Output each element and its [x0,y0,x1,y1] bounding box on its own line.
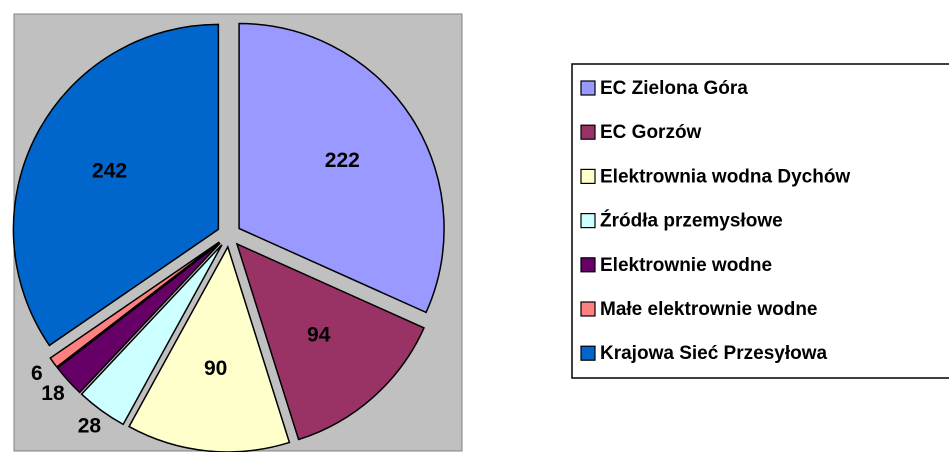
legend-label: Elektrownie wodne [600,255,772,276]
legend-swatch [580,80,596,96]
legend-label: EC Zielona Góra [600,78,748,99]
data-label: 18 [41,382,65,405]
pie-slice [12,23,220,347]
legend-swatch [580,345,596,361]
data-label: 94 [307,323,331,346]
legend-label: Krajowa Sieć Przesyłowa [600,343,827,364]
data-label: 6 [31,362,43,385]
legend-swatch [580,124,596,140]
data-label: 222 [325,149,360,172]
data-label: 90 [204,357,227,380]
legend [571,63,949,379]
legend-swatch [580,301,596,317]
data-label: 242 [92,160,127,183]
pie-slice [238,22,445,314]
legend-swatch [580,257,596,273]
pie-slice [49,241,220,369]
legend-swatch [580,168,596,184]
legend-swatch [580,213,596,229]
pie-slice [128,245,291,452]
pie-slice [235,242,425,441]
data-label: 28 [78,415,102,438]
legend-label: Źródła przemysłowe [600,210,783,232]
pie-slice [80,244,223,426]
legend-label: Małe elektrownie wodne [600,299,818,320]
pie-slice [56,242,221,394]
legend-label: EC Gorzów [600,122,702,143]
legend-label: Elektrownia wodna Dychów [600,166,850,187]
